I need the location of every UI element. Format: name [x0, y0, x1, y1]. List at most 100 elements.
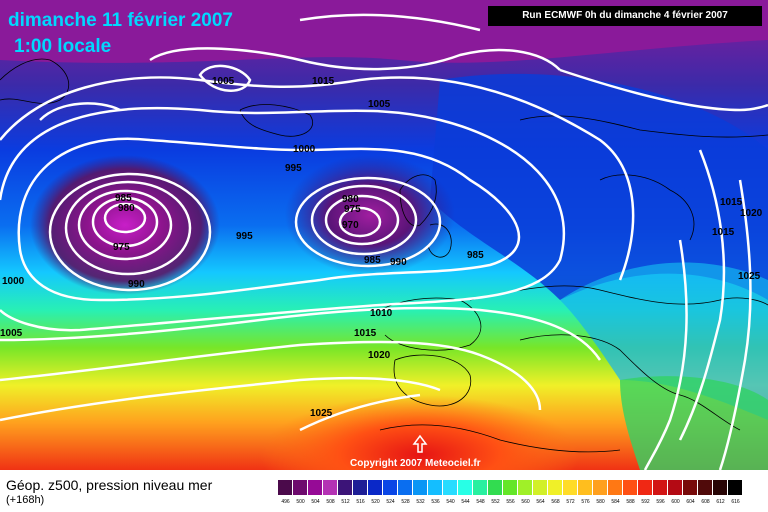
scale-swatch	[518, 480, 533, 495]
isobar-label: 975	[344, 204, 361, 215]
scale-label: 600	[671, 499, 680, 505]
scale-swatch	[278, 480, 293, 495]
scale-swatch	[698, 480, 713, 495]
scale-label: 524	[386, 499, 395, 505]
scale-label: 512	[341, 499, 350, 505]
pressure-map: 1005 1015 1005 1000 995 985 980 975 980 …	[0, 0, 768, 470]
isobar-label: 985	[115, 193, 132, 204]
forecast-time: 1:00 locale	[14, 36, 111, 57]
scale-swatch	[638, 480, 653, 495]
scale-label: 572	[566, 499, 575, 505]
scale-label: 560	[521, 499, 530, 505]
legend-subtitle: (+168h)	[6, 494, 45, 506]
scale-label: 604	[686, 499, 695, 505]
isobar-label: 1000	[293, 144, 316, 155]
isobar-label: 990	[128, 279, 145, 290]
isobar-label: 1000	[2, 276, 25, 287]
scale-swatch	[308, 480, 323, 495]
isobar-label: 1025	[310, 408, 333, 419]
isobar-label: 1015	[312, 76, 335, 87]
scale-label: 564	[536, 499, 545, 505]
scale-swatch	[563, 480, 578, 495]
scale-label: 544	[461, 499, 470, 505]
isobar-label: 995	[285, 163, 302, 174]
forecast-date: dimanche 11 février 2007	[8, 10, 233, 31]
scale-label: 556	[506, 499, 515, 505]
isobar-label: 1025	[738, 271, 761, 282]
scale-label: 576	[581, 499, 590, 505]
isobar-label: 980	[342, 194, 359, 205]
scale-label: 592	[641, 499, 650, 505]
color-scale	[278, 480, 743, 495]
high-arrow-icon	[412, 434, 428, 453]
scale-label: 500	[296, 499, 305, 505]
scale-swatch	[488, 480, 503, 495]
model-run-info: Run ECMWF 0h du dimanche 4 février 2007	[488, 6, 762, 26]
scale-label: 532	[416, 499, 425, 505]
scale-label: 528	[401, 499, 410, 505]
isobar-label: 1020	[368, 350, 391, 361]
scale-swatch	[293, 480, 308, 495]
scale-swatch	[653, 480, 668, 495]
isobar-label: 1020	[740, 208, 763, 219]
scale-swatch	[413, 480, 428, 495]
scale-label: 548	[476, 499, 485, 505]
scale-swatch	[668, 480, 683, 495]
scale-swatch	[458, 480, 473, 495]
isobar-label: 970	[342, 220, 359, 231]
isobar-label: 1015	[720, 197, 743, 208]
isobar-label: 985	[467, 250, 484, 261]
scale-label: 584	[611, 499, 620, 505]
isobar-label: 1015	[354, 328, 377, 339]
scale-swatch	[338, 480, 353, 495]
isobar-labels: 1005 1015 1005 1000 995 985 980 975 980 …	[0, 76, 763, 419]
scale-swatch	[713, 480, 728, 495]
scale-swatch	[623, 480, 638, 495]
scale-swatch	[398, 480, 413, 495]
isobar-label: 1010	[370, 308, 393, 319]
isobar-label: 1005	[0, 328, 23, 339]
scale-label: 616	[731, 499, 740, 505]
scale-swatch	[473, 480, 488, 495]
scale-swatch	[443, 480, 458, 495]
scale-label: 608	[701, 499, 710, 505]
scale-swatch	[728, 480, 743, 495]
scale-label: 520	[371, 499, 380, 505]
scale-label: 540	[446, 499, 455, 505]
scale-swatch	[383, 480, 398, 495]
scale-label: 580	[596, 499, 605, 505]
isobar-label: 995	[236, 231, 253, 242]
isobar-label: 1015	[712, 227, 735, 238]
scale-label: 516	[356, 499, 365, 505]
isobar-label: 990	[390, 257, 407, 268]
scale-swatch	[368, 480, 383, 495]
scale-label: 504	[311, 499, 320, 505]
isobar-label: 980	[118, 203, 135, 214]
scale-label: 612	[716, 499, 725, 505]
scale-label: 536	[431, 499, 440, 505]
scale-swatch	[593, 480, 608, 495]
isobar-label: 1005	[368, 99, 391, 110]
scale-label: 552	[491, 499, 500, 505]
scale-swatch	[608, 480, 623, 495]
legend-title: Géop. z500, pression niveau mer	[6, 477, 213, 493]
isobar-label: 975	[113, 242, 130, 253]
scale-label: 568	[551, 499, 560, 505]
scale-swatch	[353, 480, 368, 495]
scale-swatch	[548, 480, 563, 495]
isobar-label: 985	[364, 255, 381, 266]
scale-swatch	[578, 480, 593, 495]
scale-swatch	[683, 480, 698, 495]
scale-swatch	[428, 480, 443, 495]
scale-swatch	[323, 480, 338, 495]
color-scale-labels: 496 500 504 508 512 516 520 524 528 532 536 540 544 5…	[278, 499, 743, 505]
scale-label: 596	[656, 499, 665, 505]
scale-label: 496	[281, 499, 290, 505]
isobar-label: 1005	[212, 76, 235, 87]
isobars	[0, 13, 768, 470]
scale-swatch	[533, 480, 548, 495]
scale-label: 588	[626, 499, 635, 505]
copyright: Copyright 2007 Meteociel.fr	[350, 458, 481, 469]
scale-swatch	[503, 480, 518, 495]
